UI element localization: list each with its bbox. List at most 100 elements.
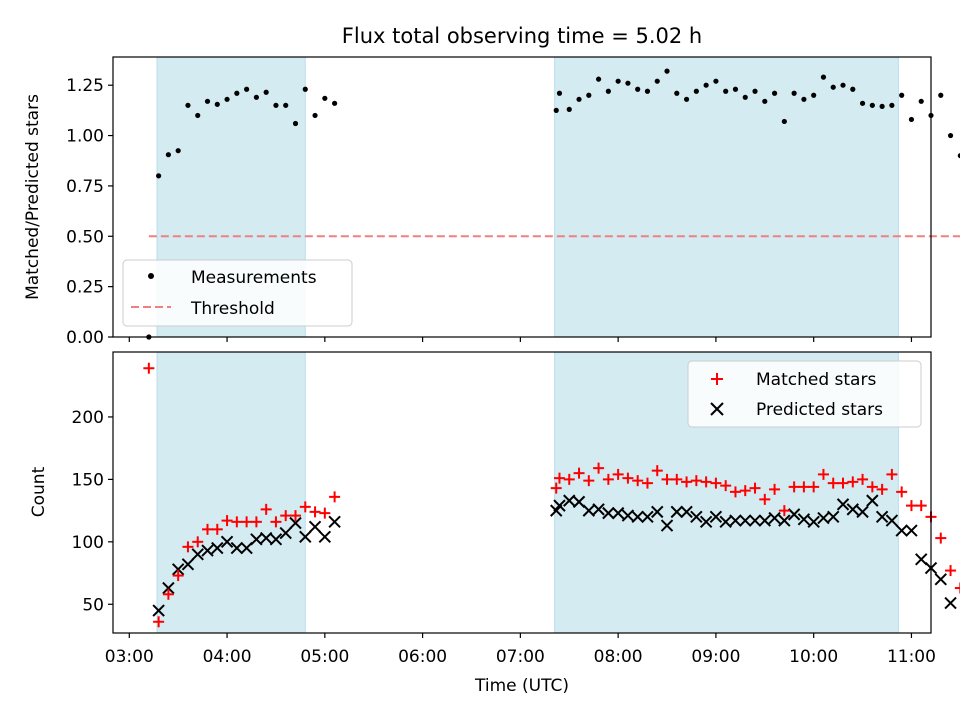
predicted-star-point — [787, 508, 801, 521]
measurement-point — [859, 100, 866, 106]
matched-star-point — [231, 516, 243, 528]
predicted-star-point — [719, 515, 732, 529]
top-panel-marks — [146, 68, 960, 340]
measurement-point — [742, 94, 748, 100]
measurement-point — [752, 88, 758, 94]
measurement-point — [781, 118, 787, 125]
matched-star-point — [808, 481, 820, 493]
measurement-point — [703, 82, 709, 88]
x-tick-label: 05:00 — [300, 647, 349, 667]
predicted-star-point — [572, 495, 586, 509]
measurement-point — [830, 84, 836, 90]
chart-title: Flux total observing time = 5.02 h — [342, 24, 702, 48]
matched-star-point — [798, 481, 810, 493]
measurement-point — [586, 92, 592, 98]
matched-star-point — [827, 477, 839, 489]
predicted-star-point — [748, 514, 762, 527]
predicted-star-point — [602, 506, 615, 520]
matched-star-point — [260, 503, 272, 515]
top-panel-y-ticks: 0.00 0.25 0.50 0.75 1.00 1.25 — [66, 76, 113, 348]
predicted-star-point — [553, 499, 566, 512]
measurement-point — [664, 68, 670, 74]
measurement-point — [605, 88, 611, 94]
predicted-star-point — [250, 533, 263, 546]
matched-star-point — [550, 482, 562, 494]
matched-star-point — [671, 473, 683, 485]
predicted-star-point — [152, 604, 165, 617]
matched-star-point — [172, 570, 184, 582]
matched-star-point — [866, 481, 878, 493]
predicted-star-point — [211, 541, 224, 555]
matched-star-point — [759, 493, 771, 505]
predicted-star-point — [846, 503, 859, 516]
predicted-star-point — [660, 519, 674, 532]
measurement-point — [615, 78, 621, 84]
measurement-point — [185, 102, 191, 108]
predicted-star-point — [289, 516, 302, 530]
matched-star-point — [729, 486, 741, 498]
matched-star-point — [690, 475, 702, 487]
matched-star-point — [876, 483, 888, 495]
measurement-point — [312, 112, 318, 119]
matched-star-point — [769, 483, 781, 495]
predicted-star-point — [308, 520, 322, 534]
matched-star-point — [681, 476, 693, 488]
measurement-point — [762, 98, 768, 104]
predicted-star-point — [807, 515, 820, 529]
measurement-point — [292, 120, 299, 127]
predicted-star-point — [269, 533, 283, 546]
measurement-point — [556, 90, 563, 96]
matched-star-point — [250, 516, 262, 528]
matched-star-point — [280, 510, 292, 522]
top-legend: Measurements Threshold — [122, 259, 353, 327]
measurement-point — [263, 89, 269, 95]
matched-star-point — [270, 516, 282, 528]
predicted-star-point — [729, 514, 742, 527]
top-y-axis-label: Matched/Predicted stars — [23, 94, 43, 300]
measurement-point — [553, 107, 559, 113]
matched-star-point — [945, 565, 957, 577]
measurement-point — [879, 103, 885, 109]
measurement-point — [957, 153, 960, 159]
legend-threshold-label: Threshold — [190, 299, 275, 319]
bottom-panel-marks — [143, 362, 960, 628]
bottom-legend-box — [687, 360, 922, 428]
measurement-point — [850, 86, 856, 92]
matched-star-point — [700, 476, 712, 488]
measurement-point — [732, 86, 739, 92]
measurement-point — [566, 106, 572, 112]
predicted-star-point — [885, 514, 899, 527]
matched-star-point — [749, 482, 761, 494]
predicted-star-point — [171, 563, 185, 576]
x-tick-label: 09:00 — [691, 647, 740, 667]
measurement-point — [674, 90, 680, 96]
predicted-star-point — [631, 510, 644, 524]
x-tick-label: 04:00 — [203, 647, 252, 667]
matched-star-point — [788, 481, 800, 493]
x-axis-label: Time (UTC) — [474, 676, 569, 696]
top-panel-x-ticks — [128, 337, 913, 342]
top-panel-shaded-intervals — [156, 56, 899, 338]
predicted-star-point — [220, 535, 234, 549]
matched-star-point — [954, 582, 960, 594]
measurement-point — [224, 96, 230, 102]
matched-star-point — [202, 523, 214, 535]
measurement-point — [195, 112, 201, 119]
measurement-point — [908, 116, 915, 123]
y-tick-label: 50 — [82, 595, 104, 615]
measurement-point — [889, 102, 895, 108]
matched-star-point — [593, 462, 605, 474]
measurement-point — [273, 102, 279, 108]
measurement-point — [322, 95, 328, 101]
matched-star-point — [241, 516, 253, 528]
predicted-star-point — [230, 541, 244, 555]
matched-star-point — [896, 486, 908, 498]
measurement-point — [204, 98, 211, 104]
x-tick-label: 03:00 — [105, 647, 154, 667]
legend-measurements-label: Measurements — [191, 268, 317, 288]
matched-star-point — [319, 507, 331, 519]
measurement-point — [820, 74, 827, 80]
measurement-point — [625, 80, 631, 86]
predicted-star-point — [318, 530, 332, 544]
measurement-point — [840, 82, 846, 88]
